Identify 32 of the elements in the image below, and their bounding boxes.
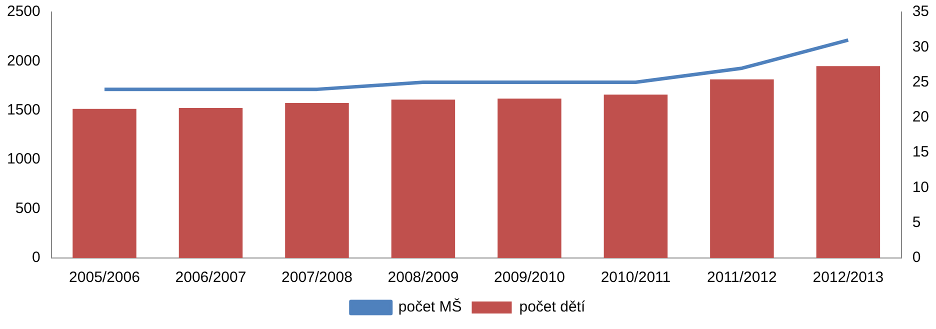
x-tick-label: 2009/2010: [494, 269, 565, 286]
x-tick-label: 2006/2007: [175, 269, 246, 286]
y2-tick-label: 0: [912, 249, 921, 266]
x-tick-label: 2012/2013: [812, 269, 884, 286]
y-tick-label: 1000: [6, 150, 40, 168]
bar: [285, 103, 349, 258]
y2-tick-label: 25: [912, 73, 930, 90]
bar: [391, 100, 456, 258]
bar: [178, 108, 243, 258]
bar: [604, 94, 668, 258]
x-tick-label: 2005/2006: [69, 269, 140, 286]
x-tick-label: 2007/2008: [282, 269, 352, 286]
y2-tick-label: 35: [912, 3, 930, 20]
y2-tick-label: 5: [912, 214, 921, 231]
y-tick-label: 500: [15, 200, 40, 217]
y2-tick-label: 30: [912, 38, 930, 56]
y2-tick-label: 15: [912, 144, 930, 161]
y-tick-label: 0: [32, 249, 40, 266]
x-tick-label: 2011/2012: [707, 269, 777, 286]
bar: [816, 66, 880, 258]
y-tick-label: 2500: [6, 3, 40, 20]
bar: [498, 98, 562, 258]
legend-label: počet dětí: [519, 298, 586, 316]
y-tick-label: 2000: [6, 52, 40, 70]
bar: [710, 79, 774, 258]
y2-tick-label: 20: [912, 108, 930, 126]
bar: [72, 108, 136, 258]
legend-label: počet MŠ: [398, 298, 462, 316]
x-tick-label: 2008/2009: [388, 269, 459, 286]
x-tick-label: 2010/2011: [600, 269, 671, 286]
y-tick-label: 1500: [6, 102, 40, 119]
y2-tick-label: 10: [912, 178, 930, 196]
